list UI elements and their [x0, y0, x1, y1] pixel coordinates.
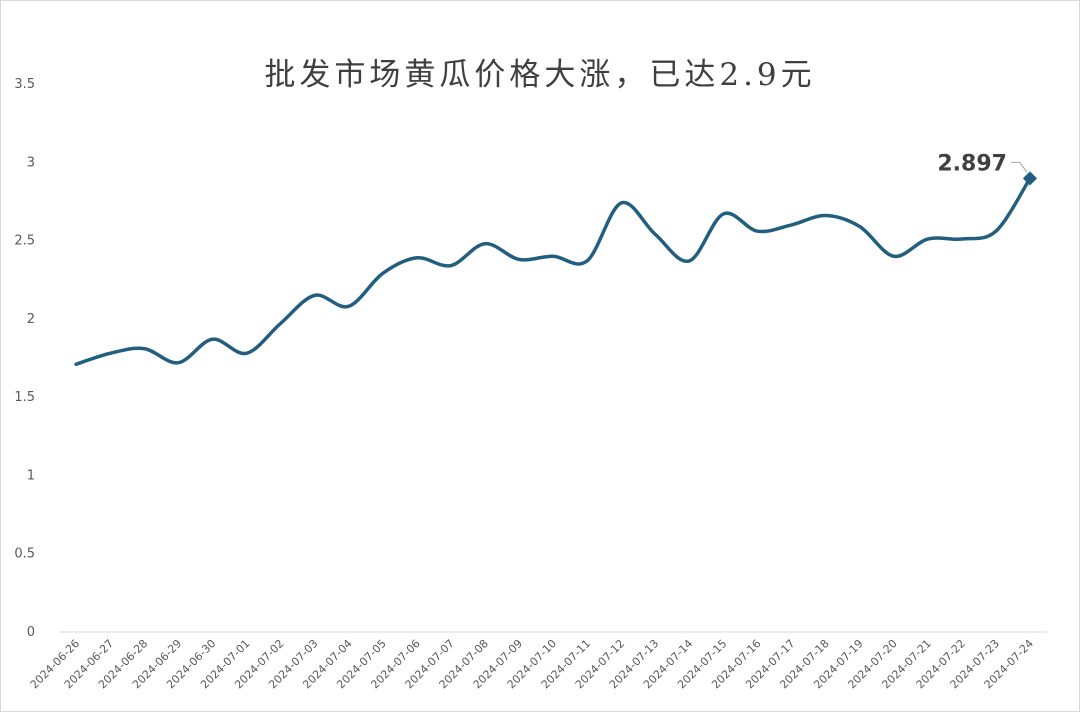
data-points — [74, 176, 1032, 366]
data-point — [142, 347, 146, 351]
y-tick-label: 2 — [27, 312, 35, 327]
y-tick-label: 1 — [27, 468, 35, 483]
x-axis-labels: 2024-06-262024-06-272024-06-282024-06-29… — [28, 637, 1036, 691]
data-point — [619, 201, 623, 205]
data-point — [653, 232, 657, 236]
leader-line — [1010, 161, 1028, 173]
data-point — [449, 264, 453, 268]
y-tick-label: 3 — [27, 155, 35, 170]
chart-title: 批发市场黄瓜价格大涨，已达2.9元 — [264, 57, 816, 93]
y-tick-label: 2.5 — [14, 234, 35, 249]
data-point — [926, 237, 930, 241]
y-tick-label: 0 — [27, 625, 35, 640]
data-point — [278, 322, 282, 326]
y-tick-label: 0.5 — [14, 547, 35, 562]
data-point — [381, 271, 385, 275]
data-point — [347, 304, 351, 308]
data-point — [210, 337, 214, 341]
data-point — [994, 229, 998, 233]
data-point — [74, 362, 78, 366]
y-axis-labels: 0 0.5 1 1.5 2 2.5 3 3.5 — [14, 77, 35, 640]
data-point — [176, 361, 180, 365]
data-point — [313, 293, 317, 297]
data-point — [858, 224, 862, 228]
series-line — [74, 176, 1032, 367]
data-point — [892, 254, 896, 258]
data-point — [483, 242, 487, 246]
data-label: 2.897 — [937, 151, 1007, 176]
data-point — [415, 256, 419, 260]
data-point — [585, 259, 589, 263]
data-point — [824, 214, 828, 218]
data-point — [755, 229, 759, 233]
data-point — [551, 254, 555, 258]
annotation-group: 2.897 — [937, 151, 1038, 186]
y-tick-label: 3.5 — [14, 77, 35, 92]
data-point — [687, 259, 691, 263]
data-point — [789, 223, 793, 227]
data-point — [108, 351, 112, 355]
y-tick-label: 1.5 — [14, 390, 35, 405]
data-point — [517, 257, 521, 261]
data-point — [721, 212, 725, 216]
data-point — [960, 237, 964, 241]
data-point — [244, 351, 248, 355]
